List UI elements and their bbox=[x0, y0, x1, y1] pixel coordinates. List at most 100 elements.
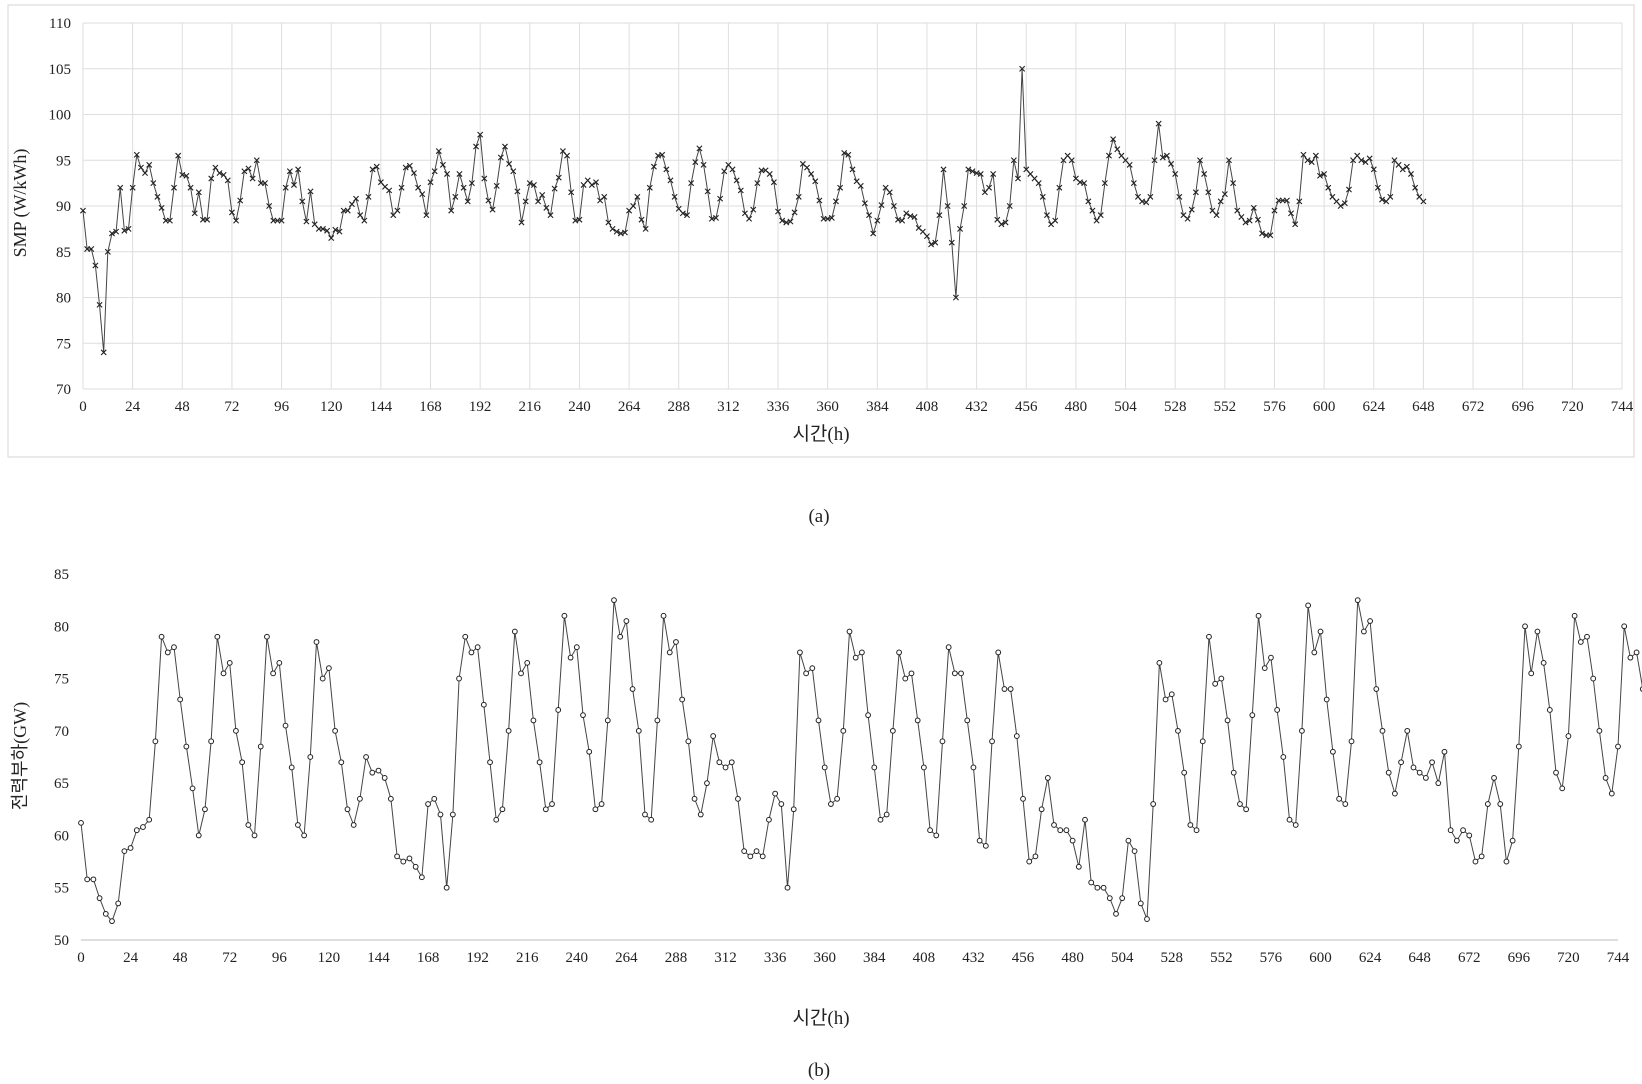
x-tick-label: 240 bbox=[568, 399, 591, 415]
data-point bbox=[220, 171, 227, 178]
data-point bbox=[431, 168, 438, 175]
data-point bbox=[311, 221, 318, 228]
data-point bbox=[187, 184, 194, 191]
data-point bbox=[282, 722, 289, 729]
data-point bbox=[212, 164, 219, 171]
data-point bbox=[224, 177, 231, 184]
data-point bbox=[828, 801, 834, 807]
data-point bbox=[1249, 712, 1256, 719]
x-tick-label: 408 bbox=[913, 950, 936, 966]
data-point bbox=[816, 197, 823, 204]
data-point bbox=[1147, 193, 1154, 200]
data-point bbox=[460, 184, 467, 191]
data-point bbox=[1633, 649, 1640, 656]
data-point bbox=[1491, 775, 1497, 781]
data-point bbox=[626, 207, 633, 214]
data-point bbox=[307, 188, 314, 195]
data-point bbox=[127, 845, 134, 851]
data-point bbox=[704, 188, 711, 195]
y-tick-label: 110 bbox=[49, 16, 71, 32]
data-point bbox=[845, 151, 852, 158]
data-point bbox=[1085, 198, 1092, 205]
data-point bbox=[1395, 161, 1402, 168]
data-point bbox=[986, 184, 993, 191]
data-point bbox=[1187, 822, 1194, 828]
data-point bbox=[841, 149, 848, 156]
data-point bbox=[772, 790, 779, 797]
data-point bbox=[253, 157, 260, 164]
data-point bbox=[530, 717, 537, 724]
data-point bbox=[481, 175, 488, 182]
data-point bbox=[109, 918, 115, 925]
data-point bbox=[1267, 232, 1274, 239]
data-point bbox=[877, 816, 884, 823]
data-point bbox=[1100, 884, 1107, 891]
x-tick-label: 600 bbox=[1309, 950, 1332, 966]
data-point bbox=[721, 168, 728, 175]
data-point bbox=[1026, 858, 1033, 865]
data-point bbox=[629, 686, 636, 692]
data-point bbox=[350, 822, 357, 828]
data-point bbox=[1584, 633, 1590, 640]
x-tick-label: 552 bbox=[1214, 399, 1237, 415]
data-point bbox=[1044, 775, 1051, 781]
data-point bbox=[510, 168, 517, 175]
data-point bbox=[964, 717, 971, 724]
data-point bbox=[456, 675, 462, 682]
data-point bbox=[1391, 790, 1398, 797]
data-point bbox=[233, 217, 240, 224]
data-point bbox=[1286, 816, 1293, 823]
data-point bbox=[733, 177, 740, 184]
data-point bbox=[728, 759, 735, 766]
data-point bbox=[1064, 152, 1071, 159]
x-axis-label: 시간(h) bbox=[792, 423, 849, 445]
data-point bbox=[233, 727, 239, 734]
data-point bbox=[861, 200, 868, 207]
data-point bbox=[1296, 198, 1303, 205]
data-point bbox=[871, 764, 878, 771]
x-tick-label: 432 bbox=[962, 950, 985, 966]
data-point bbox=[154, 193, 161, 200]
data-point bbox=[808, 170, 815, 177]
x-tick-label: 96 bbox=[274, 399, 290, 415]
data-point bbox=[1188, 206, 1195, 213]
panel-label-a: (a) bbox=[808, 506, 829, 527]
data-point bbox=[852, 654, 859, 661]
x-tick-label: 48 bbox=[173, 950, 188, 966]
data-point bbox=[1292, 822, 1299, 828]
data-point bbox=[1250, 204, 1257, 211]
data-point bbox=[357, 212, 364, 219]
data-point bbox=[741, 210, 748, 217]
data-point bbox=[1221, 191, 1228, 198]
data-point bbox=[1379, 196, 1386, 203]
data-point bbox=[251, 832, 258, 839]
y-tick-label: 80 bbox=[54, 619, 69, 635]
data-point bbox=[559, 148, 566, 155]
x-tick-label: 648 bbox=[1412, 399, 1435, 415]
x-tick-label: 96 bbox=[272, 950, 288, 966]
data-point bbox=[1422, 775, 1429, 781]
data-point bbox=[1246, 217, 1253, 224]
data-point bbox=[650, 163, 657, 170]
data-point bbox=[1383, 198, 1390, 205]
data-point bbox=[1345, 186, 1352, 193]
tick-labels: 50 55 60 65 70 75 80 85 0 24 48 72 96 120 144 168 192 216… bbox=[54, 567, 1630, 966]
data-point bbox=[276, 659, 283, 666]
x-tick-label: 696 bbox=[1511, 399, 1534, 415]
data-point bbox=[1546, 707, 1553, 713]
x-tick-label: 168 bbox=[417, 950, 440, 966]
chart-frame bbox=[7, 4, 1635, 458]
data-point bbox=[1330, 748, 1336, 755]
data-point bbox=[518, 219, 525, 226]
data-point bbox=[121, 848, 128, 855]
data-point bbox=[1329, 193, 1336, 200]
data-point bbox=[1350, 157, 1357, 164]
data-point bbox=[712, 214, 719, 221]
data-point bbox=[1069, 837, 1076, 844]
data-point bbox=[1274, 707, 1281, 713]
data-point bbox=[1126, 161, 1133, 168]
x-tick-label: 24 bbox=[125, 399, 141, 415]
data-point bbox=[1522, 623, 1528, 630]
data-point bbox=[588, 181, 595, 188]
